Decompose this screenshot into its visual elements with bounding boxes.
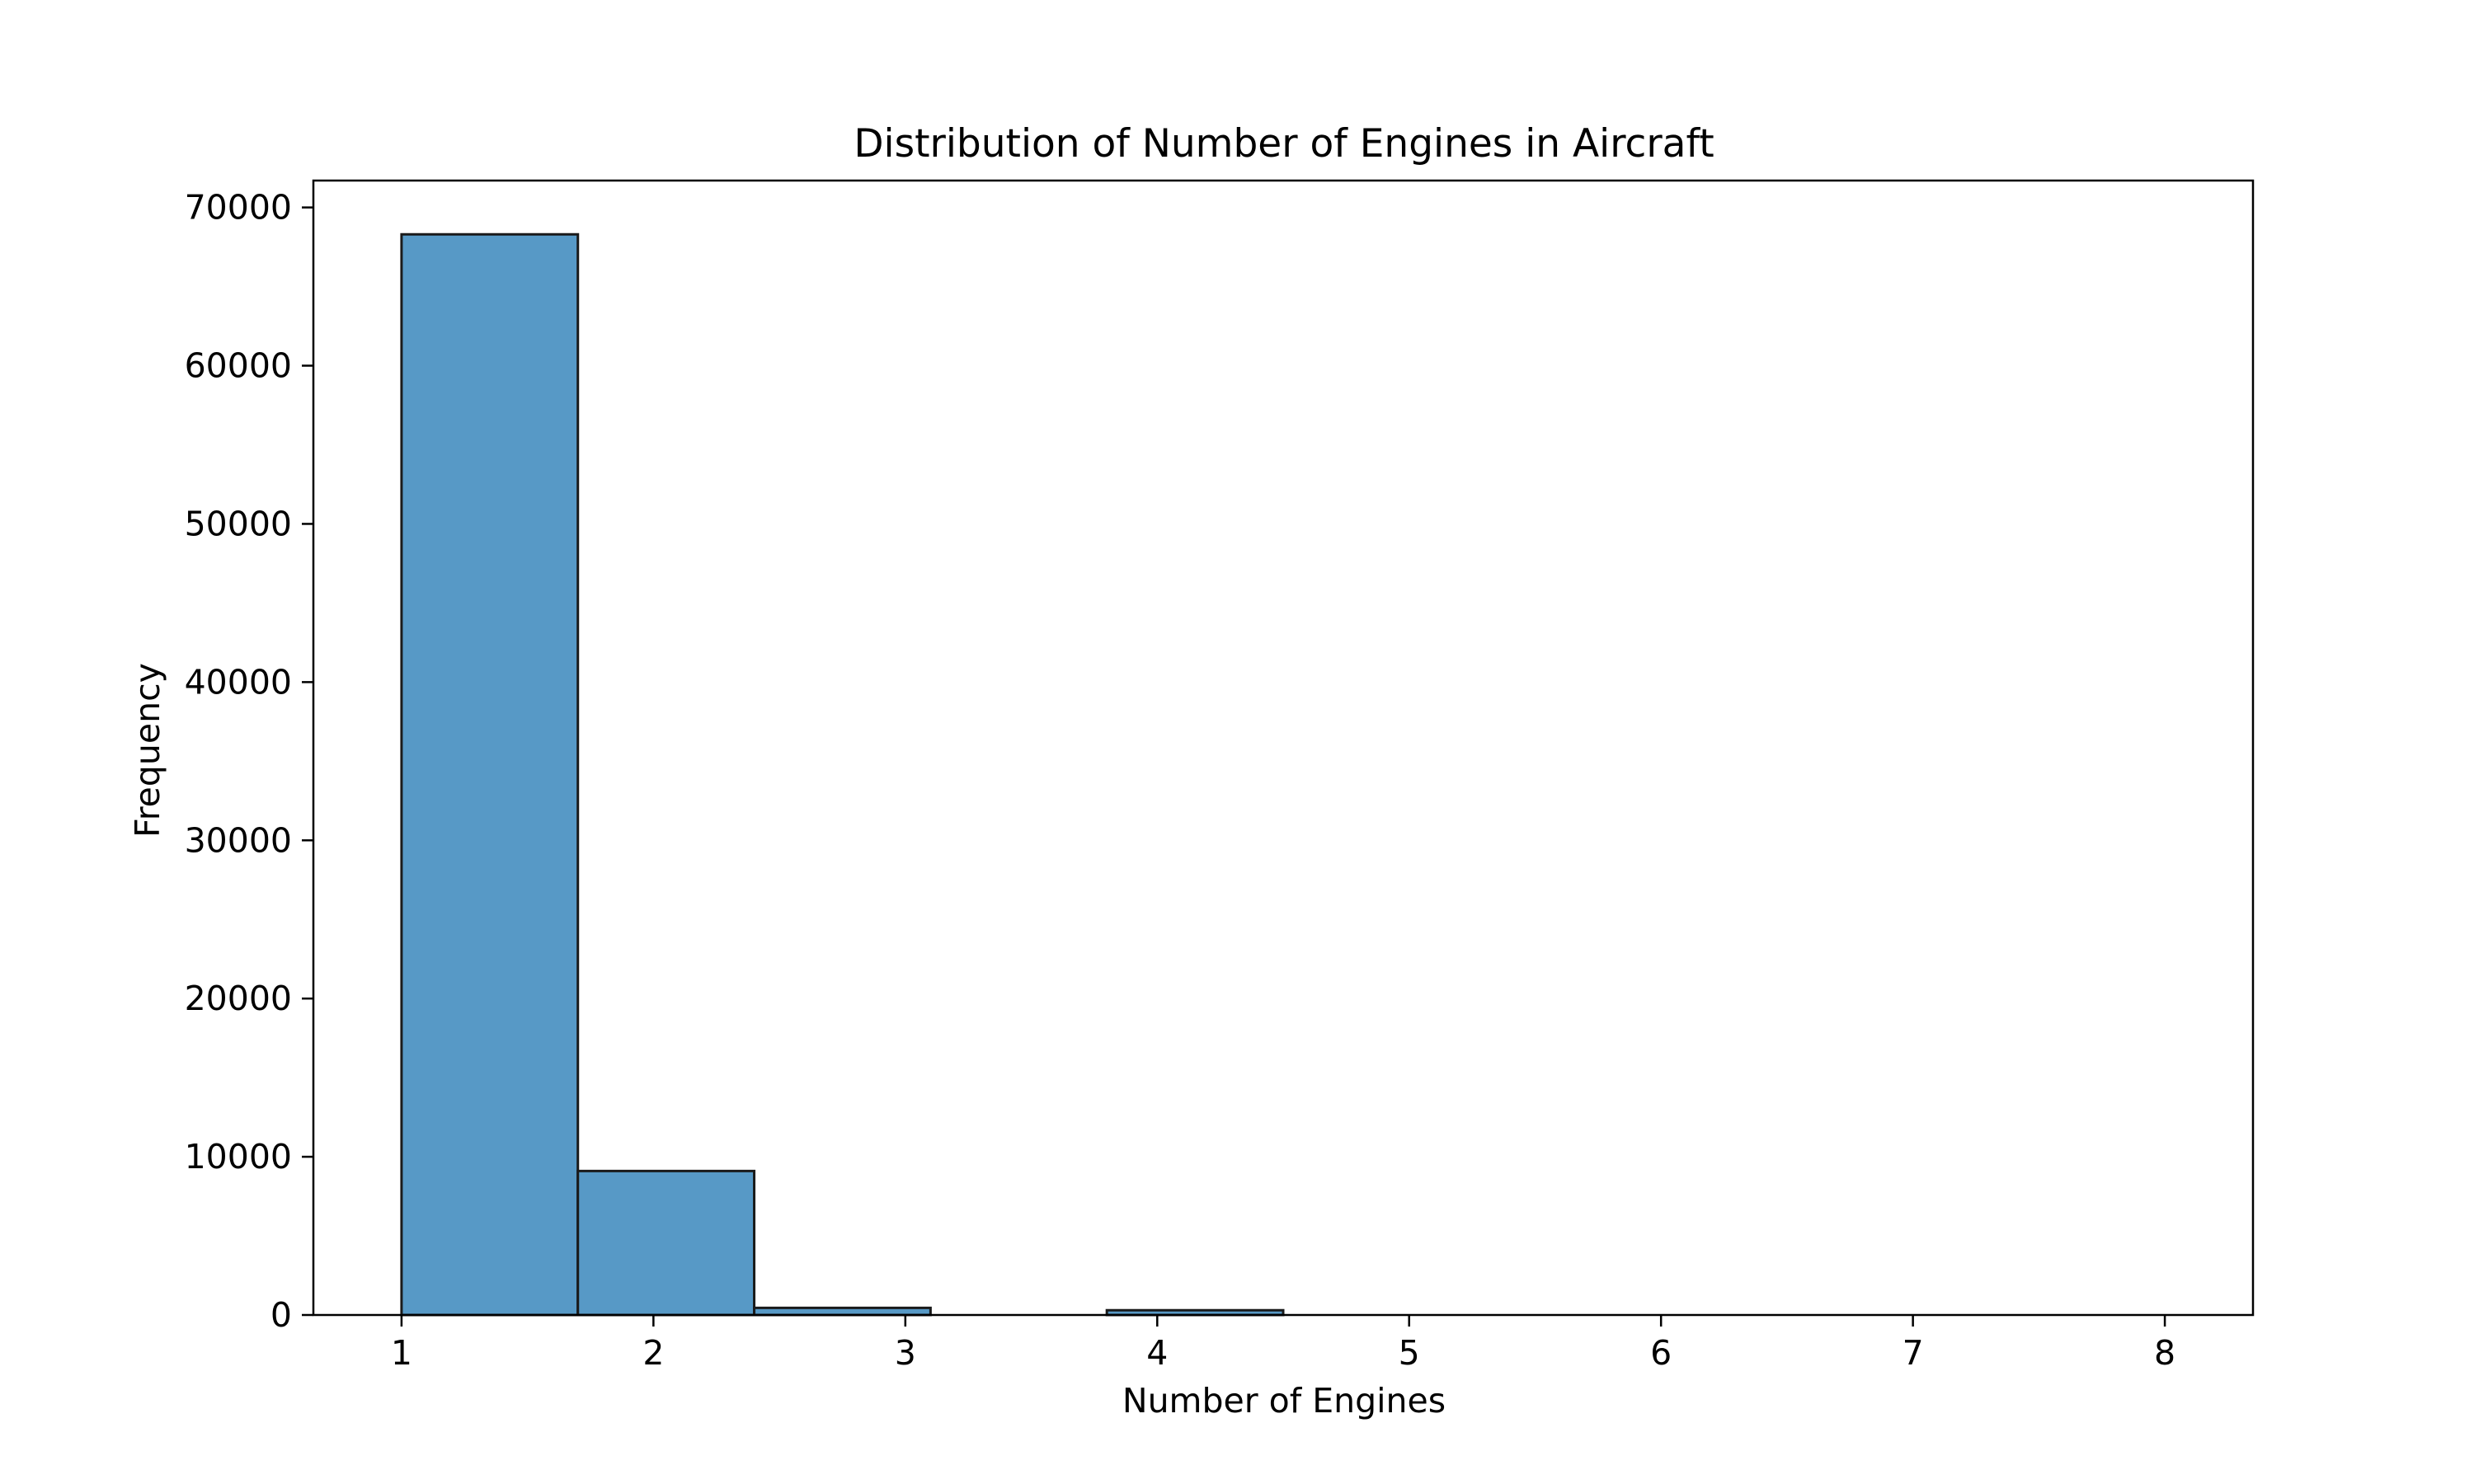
y-tick-label: 50000 xyxy=(185,504,292,543)
x-tick-label: 7 xyxy=(1903,1333,1924,1373)
histogram-bar-1 xyxy=(400,232,580,1317)
histogram-bar-3 xyxy=(753,1306,932,1317)
y-tick-label: 40000 xyxy=(185,662,292,702)
x-tick-label: 5 xyxy=(1399,1333,1420,1373)
y-tick-label: 70000 xyxy=(185,188,292,228)
bars-group xyxy=(400,232,1285,1317)
x-tick-label: 4 xyxy=(1146,1333,1168,1373)
x-axis-label: Number of Engines xyxy=(1122,1381,1446,1421)
y-axis: 0 10000 20000 30000 40000 50000 60000 70000 xyxy=(185,188,313,1335)
y-tick-label: 30000 xyxy=(185,820,292,860)
x-tick-label: 6 xyxy=(1650,1333,1672,1373)
y-tick-label: 10000 xyxy=(185,1137,292,1176)
chart-title: Distribution of Number of Engines in Air… xyxy=(854,121,1714,167)
plot-frame xyxy=(312,179,2255,1317)
y-tick-label: 20000 xyxy=(185,979,292,1018)
x-tick-label: 3 xyxy=(895,1333,916,1373)
x-axis: 1 2 3 4 5 6 7 8 xyxy=(391,1315,2175,1373)
y-tick-label: 0 xyxy=(270,1295,292,1335)
x-tick-label: 8 xyxy=(2154,1333,2175,1373)
histogram-bar-2 xyxy=(576,1169,756,1317)
y-axis-label: Frequency xyxy=(128,663,167,838)
x-tick-label: 2 xyxy=(642,1333,664,1373)
x-tick-label: 1 xyxy=(391,1333,412,1373)
y-tick-label: 60000 xyxy=(185,346,292,386)
